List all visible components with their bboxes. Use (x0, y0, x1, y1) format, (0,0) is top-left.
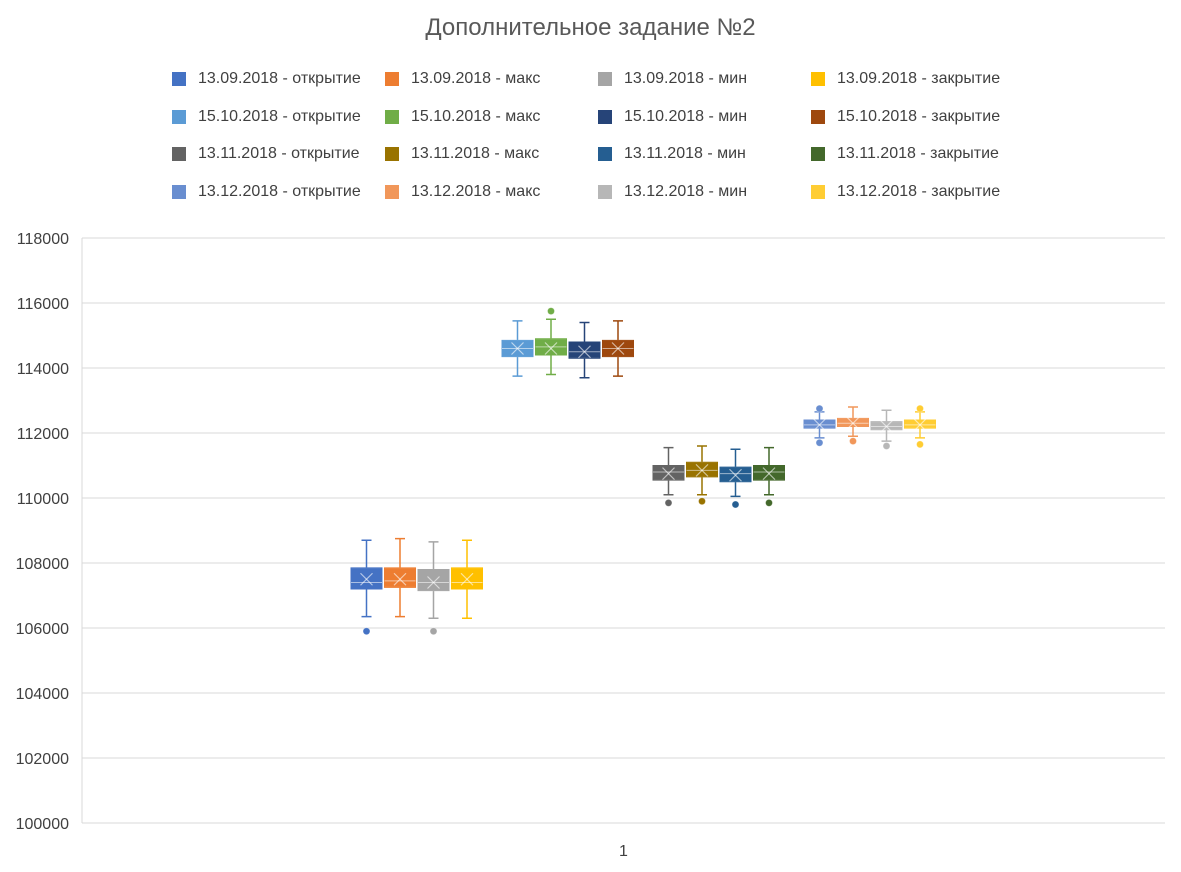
mean-marker (729, 468, 742, 482)
box-outline (350, 567, 383, 590)
legend-label: 13.11.2018 - открытие (198, 145, 360, 162)
outlier-point (664, 498, 673, 507)
box-outline (870, 421, 903, 431)
box-outline (904, 419, 936, 429)
y-tick-label: 110000 (17, 491, 69, 508)
y-tick-label: 112000 (17, 426, 69, 443)
box (384, 567, 416, 588)
mean-marker (544, 342, 558, 355)
x-tick-label: 1 (619, 843, 628, 860)
y-tick-label: 100000 (16, 816, 69, 833)
box-outline (652, 465, 685, 481)
y-tick-label: 116000 (17, 296, 69, 313)
outlier-point (362, 627, 371, 636)
legend-label: 13.12.2018 - открытие (198, 182, 361, 200)
legend-label: 15.10.2018 - макс (411, 107, 541, 125)
legend-label: 15.10.2018 - мин (624, 107, 748, 125)
legend-swatch (811, 184, 825, 199)
legend-swatch (172, 109, 186, 124)
legend-swatch (598, 147, 612, 161)
mean-marker (393, 572, 407, 586)
legend-label: 15.10.2018 - открытие (198, 107, 361, 125)
legend-swatch (598, 72, 612, 86)
box-outline (384, 567, 416, 588)
legend-label: 13.11.2018 - закрытие (837, 145, 999, 162)
outlier-point (882, 442, 891, 450)
box-outline (803, 419, 836, 429)
mean-marker (813, 418, 826, 432)
legend-swatch (385, 147, 399, 161)
box (568, 341, 601, 359)
legend-swatch (385, 184, 399, 199)
mean-marker (511, 342, 524, 355)
legend-swatch (385, 109, 399, 124)
legend-swatch (811, 72, 825, 86)
mean-marker (662, 467, 675, 481)
box-outline (451, 567, 483, 590)
legend-label: 13.12.2018 - мин (624, 182, 748, 200)
outlier-point (765, 498, 773, 507)
legend-label: 13.09.2018 - закрытие (837, 70, 1001, 87)
box-outline (837, 417, 869, 427)
mean-marker (460, 572, 474, 586)
box-outline (686, 461, 718, 478)
outlier-point (429, 627, 438, 636)
box-outline (719, 466, 752, 483)
y-tick-label: 108000 (16, 556, 69, 573)
legend-label: 13.11.2018 - мин (624, 145, 746, 162)
mean-marker (695, 463, 709, 477)
outlier-point (815, 404, 824, 413)
box-outline (568, 341, 601, 359)
legend-swatch (172, 72, 186, 86)
mean-marker (611, 342, 625, 355)
legend-swatch (172, 184, 186, 199)
legend-label: 15.10.2018 - закрытие (837, 107, 1001, 125)
legend-label: 13.09.2018 - открытие (198, 70, 361, 87)
legend-label: 13.11.2018 - макс (411, 145, 540, 162)
outlier-point (815, 438, 824, 447)
y-tick-label: 102000 (16, 751, 69, 768)
outlier-point (916, 404, 924, 413)
mean-marker (880, 420, 893, 433)
outlier-point (698, 497, 706, 506)
mean-marker (762, 467, 776, 481)
box (417, 569, 450, 592)
legend-swatch (172, 147, 186, 161)
mean-marker (427, 576, 440, 589)
legend-swatch (811, 147, 825, 161)
outlier-point (849, 437, 857, 446)
legend-swatch (811, 109, 825, 124)
legend-swatch (598, 109, 612, 124)
legend-label: 13.09.2018 - мин (624, 70, 748, 87)
y-tick-label: 114000 (17, 361, 69, 378)
legend-swatch (598, 184, 612, 199)
mean-marker (360, 572, 373, 586)
mean-marker (578, 345, 591, 359)
y-tick-label: 118000 (17, 231, 69, 248)
mean-marker (913, 418, 927, 432)
chart-title: Дополнительное задание №2 (425, 14, 756, 41)
mean-marker (846, 416, 860, 430)
y-tick-label: 106000 (16, 621, 69, 638)
box-outline (753, 465, 785, 481)
legend-swatch (385, 72, 399, 86)
outlier-point (731, 500, 740, 509)
legend-label: 13.09.2018 - макс (411, 70, 541, 87)
y-tick-label: 104000 (16, 686, 69, 703)
box-outline (417, 569, 450, 592)
legend-label: 13.12.2018 - макс (411, 182, 541, 200)
outlier-point (547, 307, 555, 316)
legend-label: 13.12.2018 - закрытие (837, 182, 1001, 200)
outlier-point (916, 440, 924, 449)
